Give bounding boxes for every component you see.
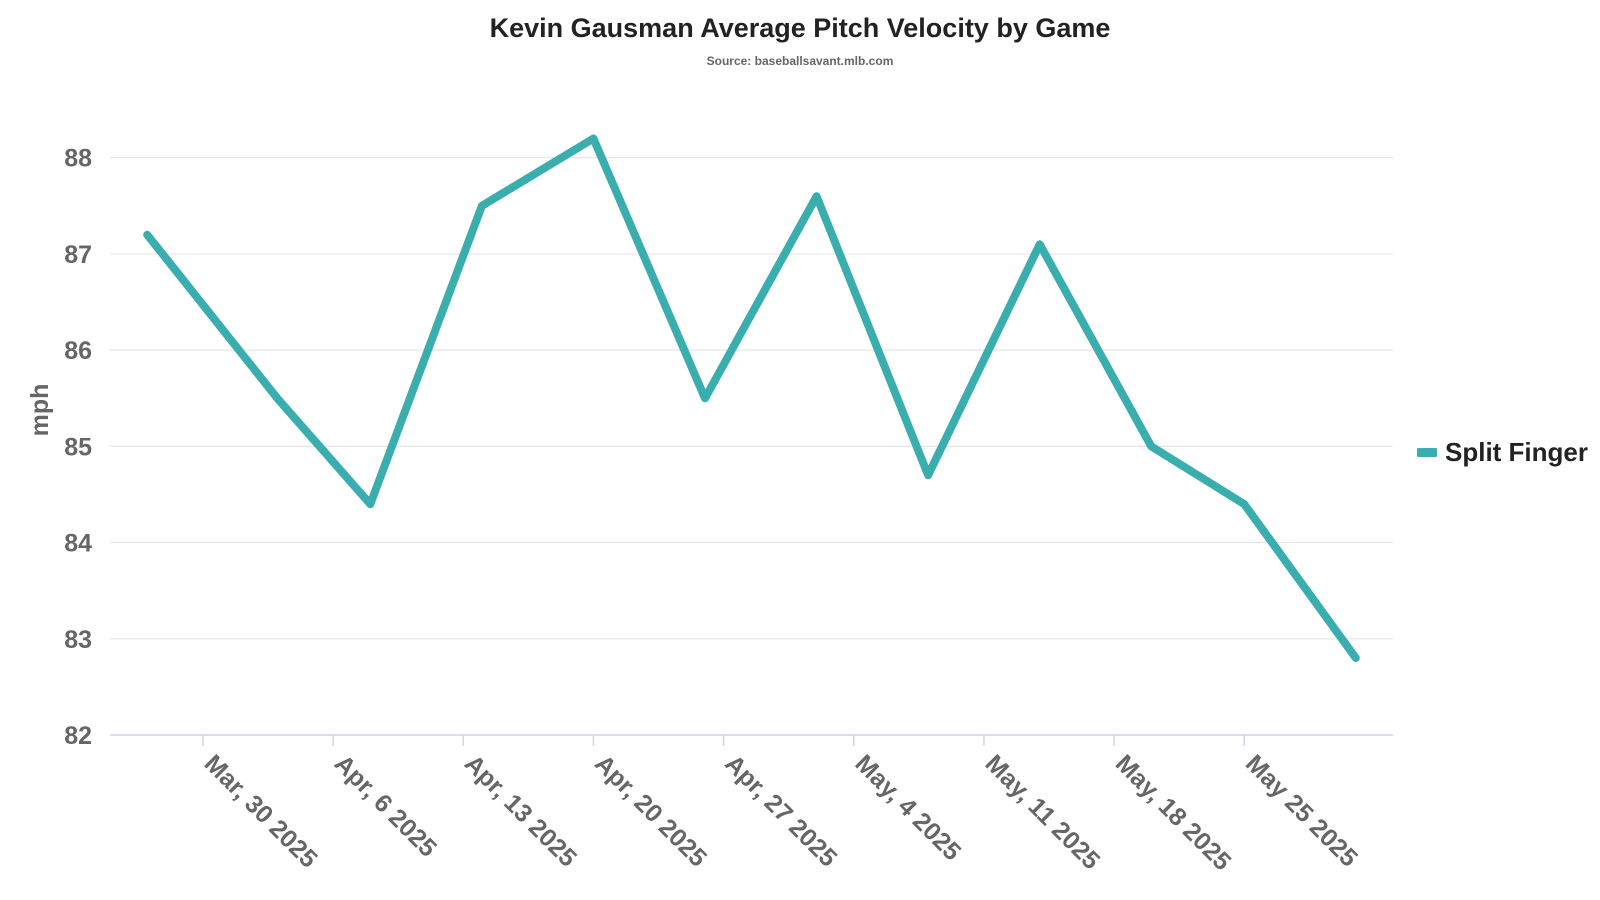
x-axis: [110, 734, 1393, 746]
data-point[interactable]: [701, 394, 709, 402]
x-tick-label: May, 11 2025: [980, 749, 1106, 875]
chart-title: Kevin Gausman Average Pitch Velocity by …: [490, 13, 1111, 43]
y-tick-label: 88: [64, 145, 92, 173]
data-point[interactable]: [1352, 654, 1360, 662]
x-tick-label: Apr, 20 2025: [589, 749, 712, 872]
y-axis-title: mph: [26, 384, 54, 437]
y-tick-label: 86: [64, 337, 92, 365]
y-tick-label: 82: [64, 722, 92, 750]
data-point[interactable]: [478, 202, 486, 210]
series-layer: [143, 134, 1360, 662]
y-tick-label: 85: [64, 433, 92, 461]
series-line-split-finger[interactable]: [143, 134, 1360, 662]
y-tick-label: 83: [64, 626, 92, 654]
legend-label-split-finger: Split Finger: [1445, 437, 1588, 467]
data-point[interactable]: [366, 500, 374, 508]
x-tick-label: May, 4 2025: [850, 749, 967, 866]
data-point[interactable]: [924, 471, 932, 479]
x-tick-label: Apr, 13 2025: [459, 749, 582, 872]
x-tick-label: Mar, 30 2025: [199, 749, 323, 873]
x-tick-label: Apr, 6 2025: [329, 749, 442, 862]
x-tick-label: May, 18 2025: [1110, 749, 1237, 876]
data-point[interactable]: [1036, 240, 1044, 248]
x-tick-label: Apr, 27 2025: [719, 749, 842, 872]
x-tick-label: May 25 2025: [1240, 749, 1363, 872]
grid-lines: [110, 157, 1393, 640]
data-point[interactable]: [1147, 442, 1155, 450]
legend-swatch: [1417, 448, 1437, 457]
legend[interactable]: Split Finger: [1417, 437, 1588, 467]
data-point[interactable]: [1240, 500, 1248, 508]
y-tick-label: 84: [64, 530, 92, 558]
chart-subtitle: Source: baseballsavant.mlb.com: [707, 54, 894, 68]
data-point[interactable]: [813, 192, 821, 200]
data-point[interactable]: [273, 394, 281, 402]
data-point[interactable]: [589, 134, 597, 142]
data-point[interactable]: [143, 231, 151, 239]
x-axis-labels: Mar, 30 2025 Apr, 6 2025 Apr, 13 2025 Apr, …: [199, 749, 1363, 876]
y-tick-label: 87: [64, 241, 92, 269]
y-axis-labels: 82 83 84 85 86 87 88: [64, 145, 92, 750]
